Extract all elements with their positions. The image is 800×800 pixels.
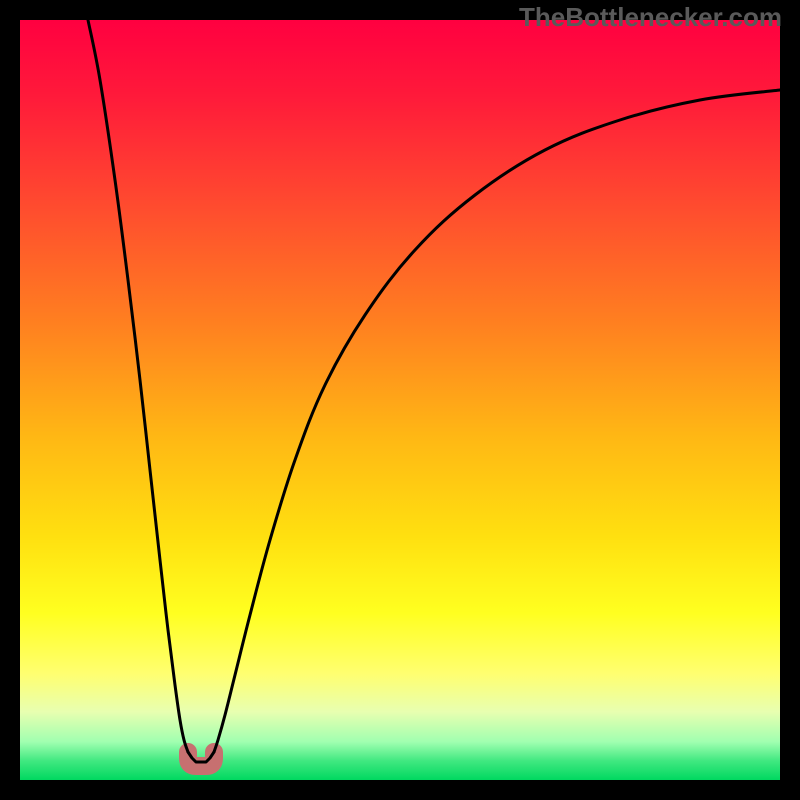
curve-right-branch [214, 90, 780, 752]
chart-frame: TheBottlenecker.com [0, 0, 800, 800]
chart-svg-layer [0, 0, 800, 800]
curve-left-branch [88, 20, 188, 752]
watermark-text: TheBottlenecker.com [519, 2, 782, 33]
